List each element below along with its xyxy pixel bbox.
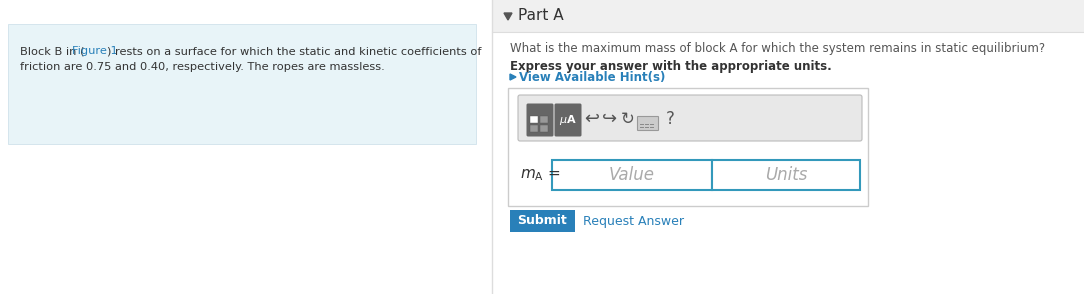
Text: $\mu$A: $\mu$A (559, 113, 577, 127)
FancyBboxPatch shape (552, 160, 712, 190)
Text: ) rests on a surface for which the static and kinetic coefficients of: ) rests on a surface for which the stati… (107, 46, 481, 56)
FancyBboxPatch shape (527, 103, 554, 136)
Text: Part A: Part A (518, 9, 564, 24)
Text: Units: Units (765, 166, 808, 184)
Text: ↻: ↻ (621, 110, 635, 128)
FancyBboxPatch shape (540, 125, 549, 132)
Text: friction are 0.75 and 0.40, respectively. The ropes are massless.: friction are 0.75 and 0.40, respectively… (20, 62, 385, 72)
Text: What is the maximum mass of block A for which the system remains in static equil: What is the maximum mass of block A for … (509, 42, 1045, 55)
Text: Value: Value (609, 166, 655, 184)
FancyBboxPatch shape (509, 210, 575, 232)
Text: $m_\mathrm{A}$ =: $m_\mathrm{A}$ = (520, 167, 560, 183)
FancyBboxPatch shape (8, 24, 476, 144)
Text: ↩: ↩ (584, 110, 599, 128)
FancyBboxPatch shape (492, 0, 1084, 32)
Text: Block B in (: Block B in ( (20, 46, 85, 56)
FancyBboxPatch shape (508, 88, 868, 206)
FancyBboxPatch shape (530, 125, 538, 132)
FancyBboxPatch shape (518, 95, 862, 141)
FancyBboxPatch shape (540, 116, 549, 123)
Text: View Available Hint(s): View Available Hint(s) (519, 71, 666, 83)
Text: ↪: ↪ (603, 110, 618, 128)
FancyBboxPatch shape (637, 116, 658, 131)
Text: Figure 1: Figure 1 (73, 46, 118, 56)
FancyBboxPatch shape (555, 103, 581, 136)
Text: ?: ? (666, 110, 674, 128)
FancyBboxPatch shape (712, 160, 860, 190)
Text: Submit: Submit (517, 215, 567, 228)
Polygon shape (504, 13, 512, 20)
FancyBboxPatch shape (530, 116, 538, 123)
Polygon shape (509, 74, 516, 80)
Text: Request Answer: Request Answer (583, 215, 684, 228)
Text: Express your answer with the appropriate units.: Express your answer with the appropriate… (509, 60, 831, 73)
